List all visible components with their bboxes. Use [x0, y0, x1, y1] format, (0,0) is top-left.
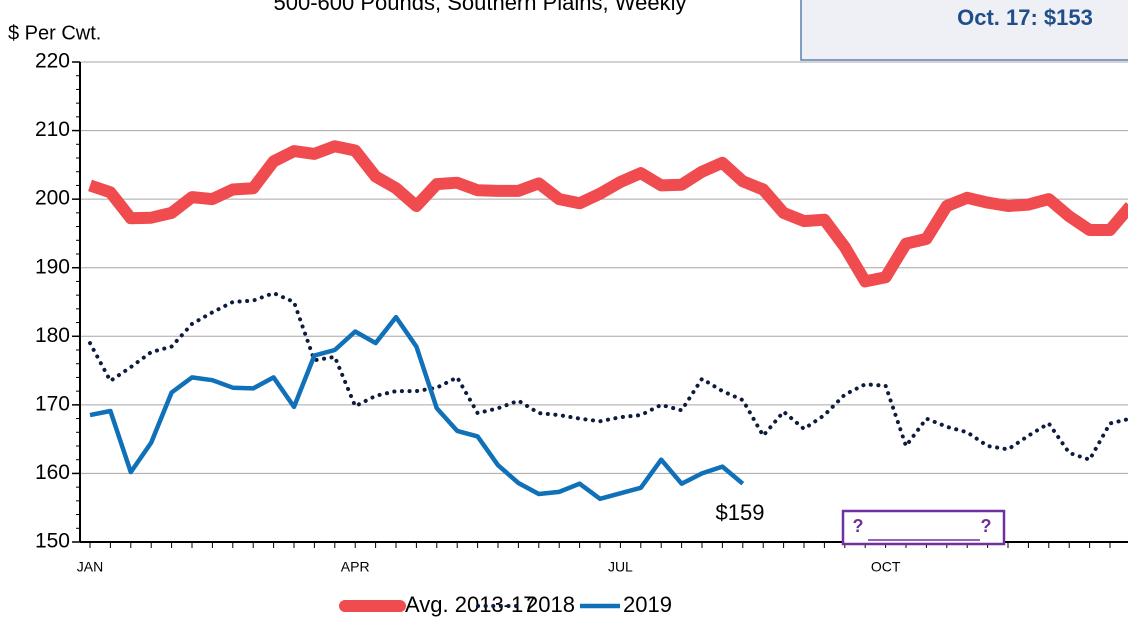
- y-tick-label: 150: [35, 530, 70, 553]
- legend-label: Avg. 2013-17: [405, 592, 535, 617]
- x-tick-label: JAN: [77, 559, 103, 575]
- y-axis-label: $ Per Cwt.: [8, 22, 101, 44]
- annotation-box: [841, 509, 1006, 546]
- callout-text: Oct. 17: $153: [957, 5, 1093, 30]
- annotation: $159: [716, 500, 765, 525]
- chart-subtitle: 500-600 Pounds, Southern Plains, Weekly: [274, 0, 687, 15]
- y-tick-label: 190: [35, 255, 70, 278]
- series-line: [88, 291, 1128, 462]
- x-tick-label: JUL: [608, 559, 633, 575]
- y-tick-label: 170: [35, 392, 70, 415]
- annotation: ?: [853, 516, 864, 536]
- series-line: [88, 140, 1128, 288]
- y-tick-label: 200: [35, 187, 70, 210]
- y-tick-label: 210: [35, 118, 70, 141]
- legend-label: 2019: [623, 592, 672, 617]
- annotation: ?: [981, 516, 992, 536]
- series-line: [89, 314, 745, 502]
- legend-label: 2018: [526, 592, 575, 617]
- y-tick-label: 220: [35, 50, 70, 73]
- x-tick-label: OCT: [871, 559, 901, 575]
- y-tick-label: 180: [35, 324, 70, 347]
- x-tick-label: APR: [341, 559, 370, 575]
- y-tick-label: 160: [35, 461, 70, 484]
- plot-area: 150 160 170 180 190 200 210 220 JAN APR JUL OCT: [35, 50, 1128, 575]
- callout-box: [800, 0, 1128, 61]
